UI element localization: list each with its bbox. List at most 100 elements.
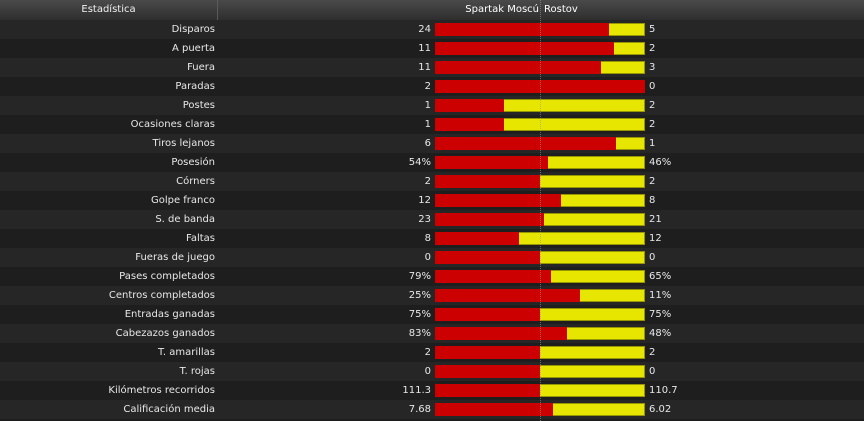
away-team-name: Rostov [544,4,578,15]
stat-label: Posesión [171,157,215,168]
away-value: 110.7 [649,385,678,396]
away-value: 11% [649,290,672,301]
away-value: 0 [649,252,656,263]
stat-row: Cabezazos ganados 83% 48% [0,324,864,343]
away-value: 2 [649,347,656,358]
stat-label: Cabezazos ganados [115,328,215,339]
home-share-fill [435,327,568,340]
home-value: 24 [418,24,431,35]
home-share-fill [435,194,561,207]
stat-label: S. de banda [155,214,215,225]
stat-label: T. rojas [179,366,215,377]
stat-row: Entradas ganadas 75% 75% [0,305,864,324]
stat-row: Tiros lejanos 6 1 [0,134,864,153]
stat-row: Postes 1 2 [0,96,864,115]
stat-label: A puerta [171,43,215,54]
away-value: 75% [649,309,672,320]
stat-row: Córners 2 2 [0,172,864,191]
home-value: 0 [424,366,431,377]
home-share-fill [435,403,553,416]
stat-row: Pases completados 79% 65% [0,267,864,286]
home-value: 25% [408,290,431,301]
away-value: 2 [649,176,656,187]
home-value: 83% [408,328,431,339]
home-share-fill [435,137,616,150]
away-value: 1 [649,138,656,149]
column-header-statistic[interactable]: Estadística [0,0,218,20]
stat-row: Centros completados 25% 11% [0,286,864,305]
home-share-fill [435,251,540,264]
stat-label: Kilómetros recorridos [108,385,215,396]
stat-row: Fueras de juego 0 0 [0,248,864,267]
center-divider [540,0,541,421]
away-value: 12 [649,233,662,244]
away-value: 21 [649,214,662,225]
stat-row: T. amarillas 2 2 [0,343,864,362]
stat-row: Disparos 24 5 [0,20,864,39]
stat-row: Faltas 8 12 [0,229,864,248]
home-value: 2 [424,81,431,92]
stat-label: Fueras de juego [135,252,215,263]
stat-label: Fuera [187,62,215,73]
stat-label: Córners [176,176,215,187]
home-value: 7.68 [408,404,431,415]
stat-label: Ocasiones claras [130,119,215,130]
home-share-fill [435,213,545,226]
home-value: 54% [408,157,431,168]
stat-row: Kilómetros recorridos 111.3 110.7 [0,381,864,400]
away-value: 5 [649,24,656,35]
stat-row: T. rojas 0 0 [0,362,864,381]
stat-row: Golpe franco 12 8 [0,191,864,210]
home-value: 75% [408,309,431,320]
away-value: 2 [649,43,656,54]
away-value: 2 [649,100,656,111]
home-value: 0 [424,252,431,263]
home-share-fill [435,118,505,131]
stat-label: Centros completados [108,290,215,301]
stat-row: S. de banda 23 21 [0,210,864,229]
home-share-fill [435,346,540,359]
home-share-fill [435,270,551,283]
home-value: 12 [418,195,431,206]
home-share-fill [435,175,540,188]
home-share-fill [435,156,549,169]
stat-row: Fuera 11 3 [0,58,864,77]
home-value: 11 [418,43,431,54]
stat-label: Faltas [186,233,215,244]
home-share-fill [435,384,540,397]
stat-row: Posesión 54% 46% [0,153,864,172]
home-value: 6 [424,138,431,149]
away-value: 8 [649,195,656,206]
home-value: 1 [424,119,431,130]
away-value: 65% [649,271,672,282]
home-share-fill [435,289,580,302]
home-value: 111.3 [402,385,431,396]
home-share-fill [435,42,614,55]
stat-label: Calificación media [123,404,215,415]
stat-row: Paradas 2 0 [0,77,864,96]
stat-row: A puerta 11 2 [0,39,864,58]
home-value: 2 [424,347,431,358]
stat-label: T. amarillas [157,347,215,358]
home-value: 8 [424,233,431,244]
home-share-fill [435,99,505,112]
away-value: 6.02 [649,404,672,415]
stat-label: Tiros lejanos [152,138,215,149]
away-value: 2 [649,119,656,130]
home-value: 79% [408,271,431,282]
home-value: 11 [418,62,431,73]
stat-label: Golpe franco [150,195,215,206]
stat-row: Ocasiones claras 1 2 [0,115,864,134]
home-team-name: Spartak Moscú [465,4,539,15]
away-value: 0 [649,81,656,92]
away-value: 3 [649,62,656,73]
home-share-fill [435,365,540,378]
comparison-bar [435,384,645,397]
stat-label: Disparos [171,24,215,35]
away-value: 46% [649,157,672,168]
stats-header: Estadística Spartak Moscú Rostov [0,0,864,21]
home-share-fill [435,232,519,245]
home-share-fill [435,308,540,321]
home-value: 23 [418,214,431,225]
